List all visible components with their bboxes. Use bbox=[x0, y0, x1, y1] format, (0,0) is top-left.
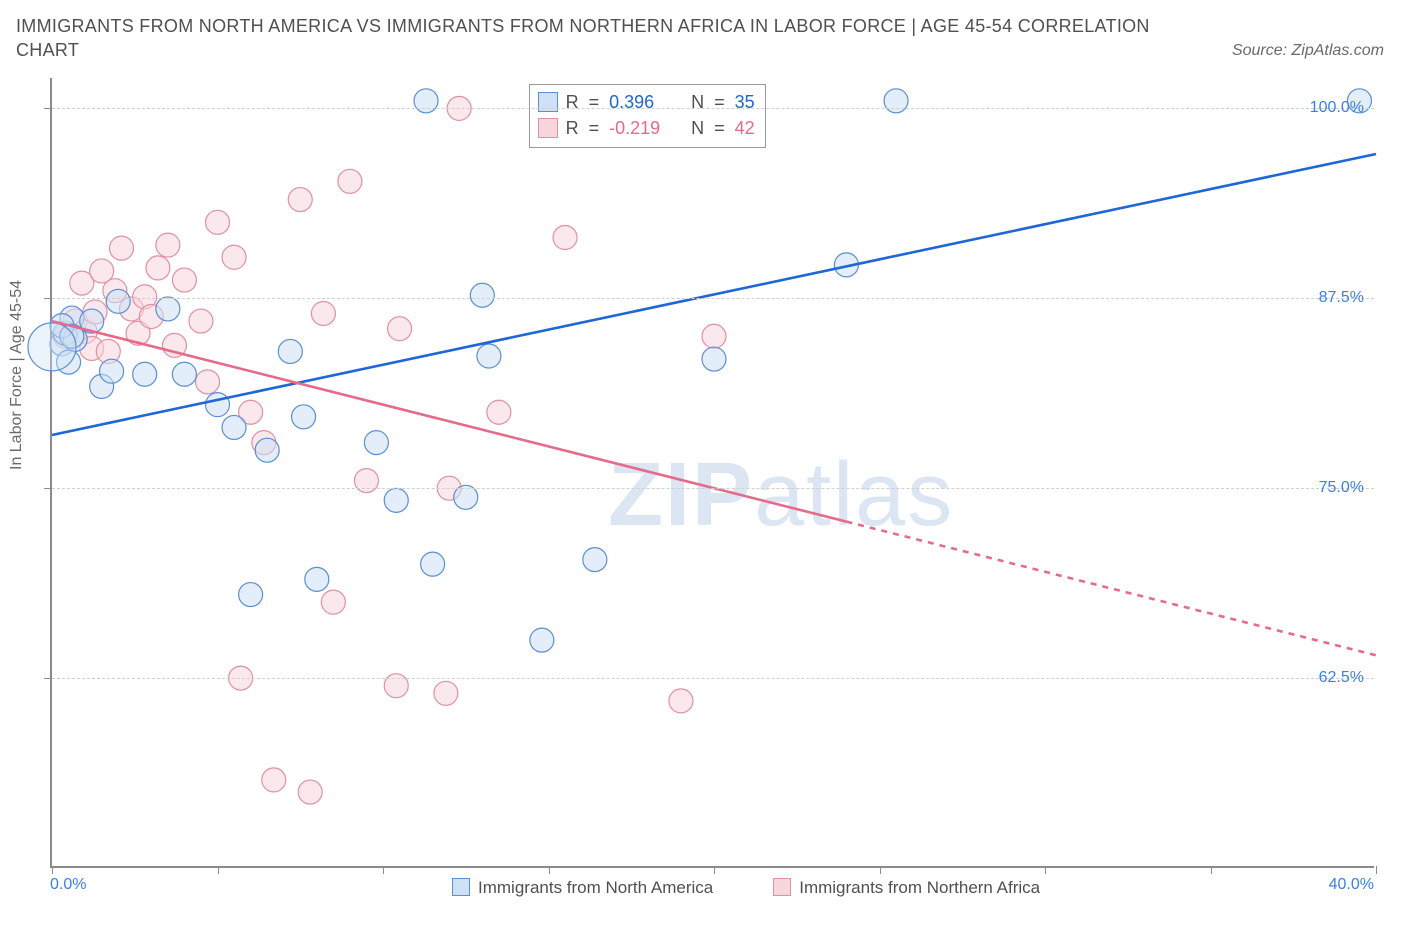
r-label: R = bbox=[566, 89, 605, 115]
gridline bbox=[52, 488, 1374, 489]
x-tick-label: 0.0% bbox=[50, 876, 86, 894]
data-point bbox=[222, 245, 246, 269]
y-tick bbox=[44, 488, 52, 489]
r-label: R = bbox=[566, 115, 605, 141]
correlation-legend-row: R = 0.396 N = 35 bbox=[538, 89, 755, 115]
correlation-legend: R = 0.396 N = 35R = -0.219 N = 42 bbox=[529, 84, 766, 148]
x-tick bbox=[880, 866, 881, 874]
data-point bbox=[28, 323, 76, 371]
data-point bbox=[239, 583, 263, 607]
n-value: 35 bbox=[730, 89, 755, 115]
n-label: N = bbox=[676, 115, 730, 141]
x-tick bbox=[1045, 866, 1046, 874]
data-point bbox=[255, 438, 279, 462]
data-point bbox=[106, 289, 130, 313]
data-point bbox=[321, 590, 345, 614]
data-point bbox=[222, 415, 246, 439]
data-point bbox=[311, 301, 335, 325]
chart-title: IMMIGRANTS FROM NORTH AMERICA VS IMMIGRA… bbox=[16, 14, 1166, 62]
n-label: N = bbox=[676, 89, 730, 115]
y-tick-label: 75.0% bbox=[1319, 479, 1364, 497]
scatter-svg bbox=[52, 78, 1374, 866]
correlation-legend-row: R = -0.219 N = 42 bbox=[538, 115, 755, 141]
data-point bbox=[583, 548, 607, 572]
data-point bbox=[196, 370, 220, 394]
n-value: 42 bbox=[730, 115, 755, 141]
source-attribution: Source: ZipAtlas.com bbox=[1232, 42, 1384, 60]
data-point bbox=[292, 405, 316, 429]
data-point bbox=[288, 188, 312, 212]
data-point bbox=[110, 236, 134, 260]
x-tick bbox=[549, 866, 550, 874]
x-tick-label: 40.0% bbox=[1329, 876, 1374, 894]
y-tick-label: 100.0% bbox=[1310, 99, 1364, 117]
gridline bbox=[52, 108, 1374, 109]
y-tick bbox=[44, 298, 52, 299]
gridline bbox=[52, 678, 1374, 679]
x-tick bbox=[218, 866, 219, 874]
legend-label: Immigrants from Northern Africa bbox=[799, 878, 1040, 897]
chart-plot-area: ZIPatlas R = 0.396 N = 35R = -0.219 N = … bbox=[50, 78, 1374, 868]
data-point bbox=[305, 567, 329, 591]
legend-item: Immigrants from North America bbox=[452, 878, 713, 898]
x-tick bbox=[1376, 866, 1377, 874]
data-point bbox=[702, 324, 726, 348]
legend-swatch bbox=[452, 878, 470, 896]
data-point bbox=[146, 256, 170, 280]
legend-swatch bbox=[538, 118, 558, 138]
y-axis-label: In Labor Force | Age 45-54 bbox=[8, 280, 26, 470]
y-tick-label: 62.5% bbox=[1319, 669, 1364, 687]
data-point bbox=[487, 400, 511, 424]
data-point bbox=[133, 362, 157, 386]
data-point bbox=[364, 431, 388, 455]
series-legend: Immigrants from North America Immigrants … bbox=[452, 878, 1040, 898]
x-tick bbox=[714, 866, 715, 874]
data-point bbox=[384, 488, 408, 512]
r-value: 0.396 bbox=[604, 89, 676, 115]
data-point bbox=[262, 768, 286, 792]
data-point bbox=[156, 233, 180, 257]
data-point bbox=[206, 393, 230, 417]
data-point bbox=[298, 780, 322, 804]
y-tick bbox=[44, 678, 52, 679]
gridline bbox=[52, 298, 1374, 299]
data-point bbox=[421, 552, 445, 576]
data-point bbox=[702, 347, 726, 371]
data-point bbox=[470, 283, 494, 307]
data-point bbox=[477, 344, 501, 368]
data-point bbox=[553, 226, 577, 250]
legend-swatch bbox=[773, 878, 791, 896]
x-tick bbox=[52, 866, 53, 874]
data-point bbox=[530, 628, 554, 652]
data-point bbox=[388, 317, 412, 341]
data-point bbox=[278, 339, 302, 363]
x-tick bbox=[1211, 866, 1212, 874]
data-point bbox=[156, 297, 180, 321]
data-point bbox=[100, 359, 124, 383]
trend-line bbox=[846, 522, 1376, 656]
y-tick bbox=[44, 108, 52, 109]
data-point bbox=[669, 689, 693, 713]
data-point bbox=[434, 681, 458, 705]
x-tick bbox=[383, 866, 384, 874]
legend-label: Immigrants from North America bbox=[478, 878, 713, 897]
r-value: -0.219 bbox=[604, 115, 676, 141]
data-point bbox=[206, 210, 230, 234]
data-point bbox=[172, 268, 196, 292]
data-point bbox=[338, 169, 362, 193]
legend-item: Immigrants from Northern Africa bbox=[773, 878, 1040, 898]
data-point bbox=[172, 362, 196, 386]
trend-line bbox=[52, 154, 1376, 435]
data-point bbox=[189, 309, 213, 333]
y-tick-label: 87.5% bbox=[1319, 289, 1364, 307]
